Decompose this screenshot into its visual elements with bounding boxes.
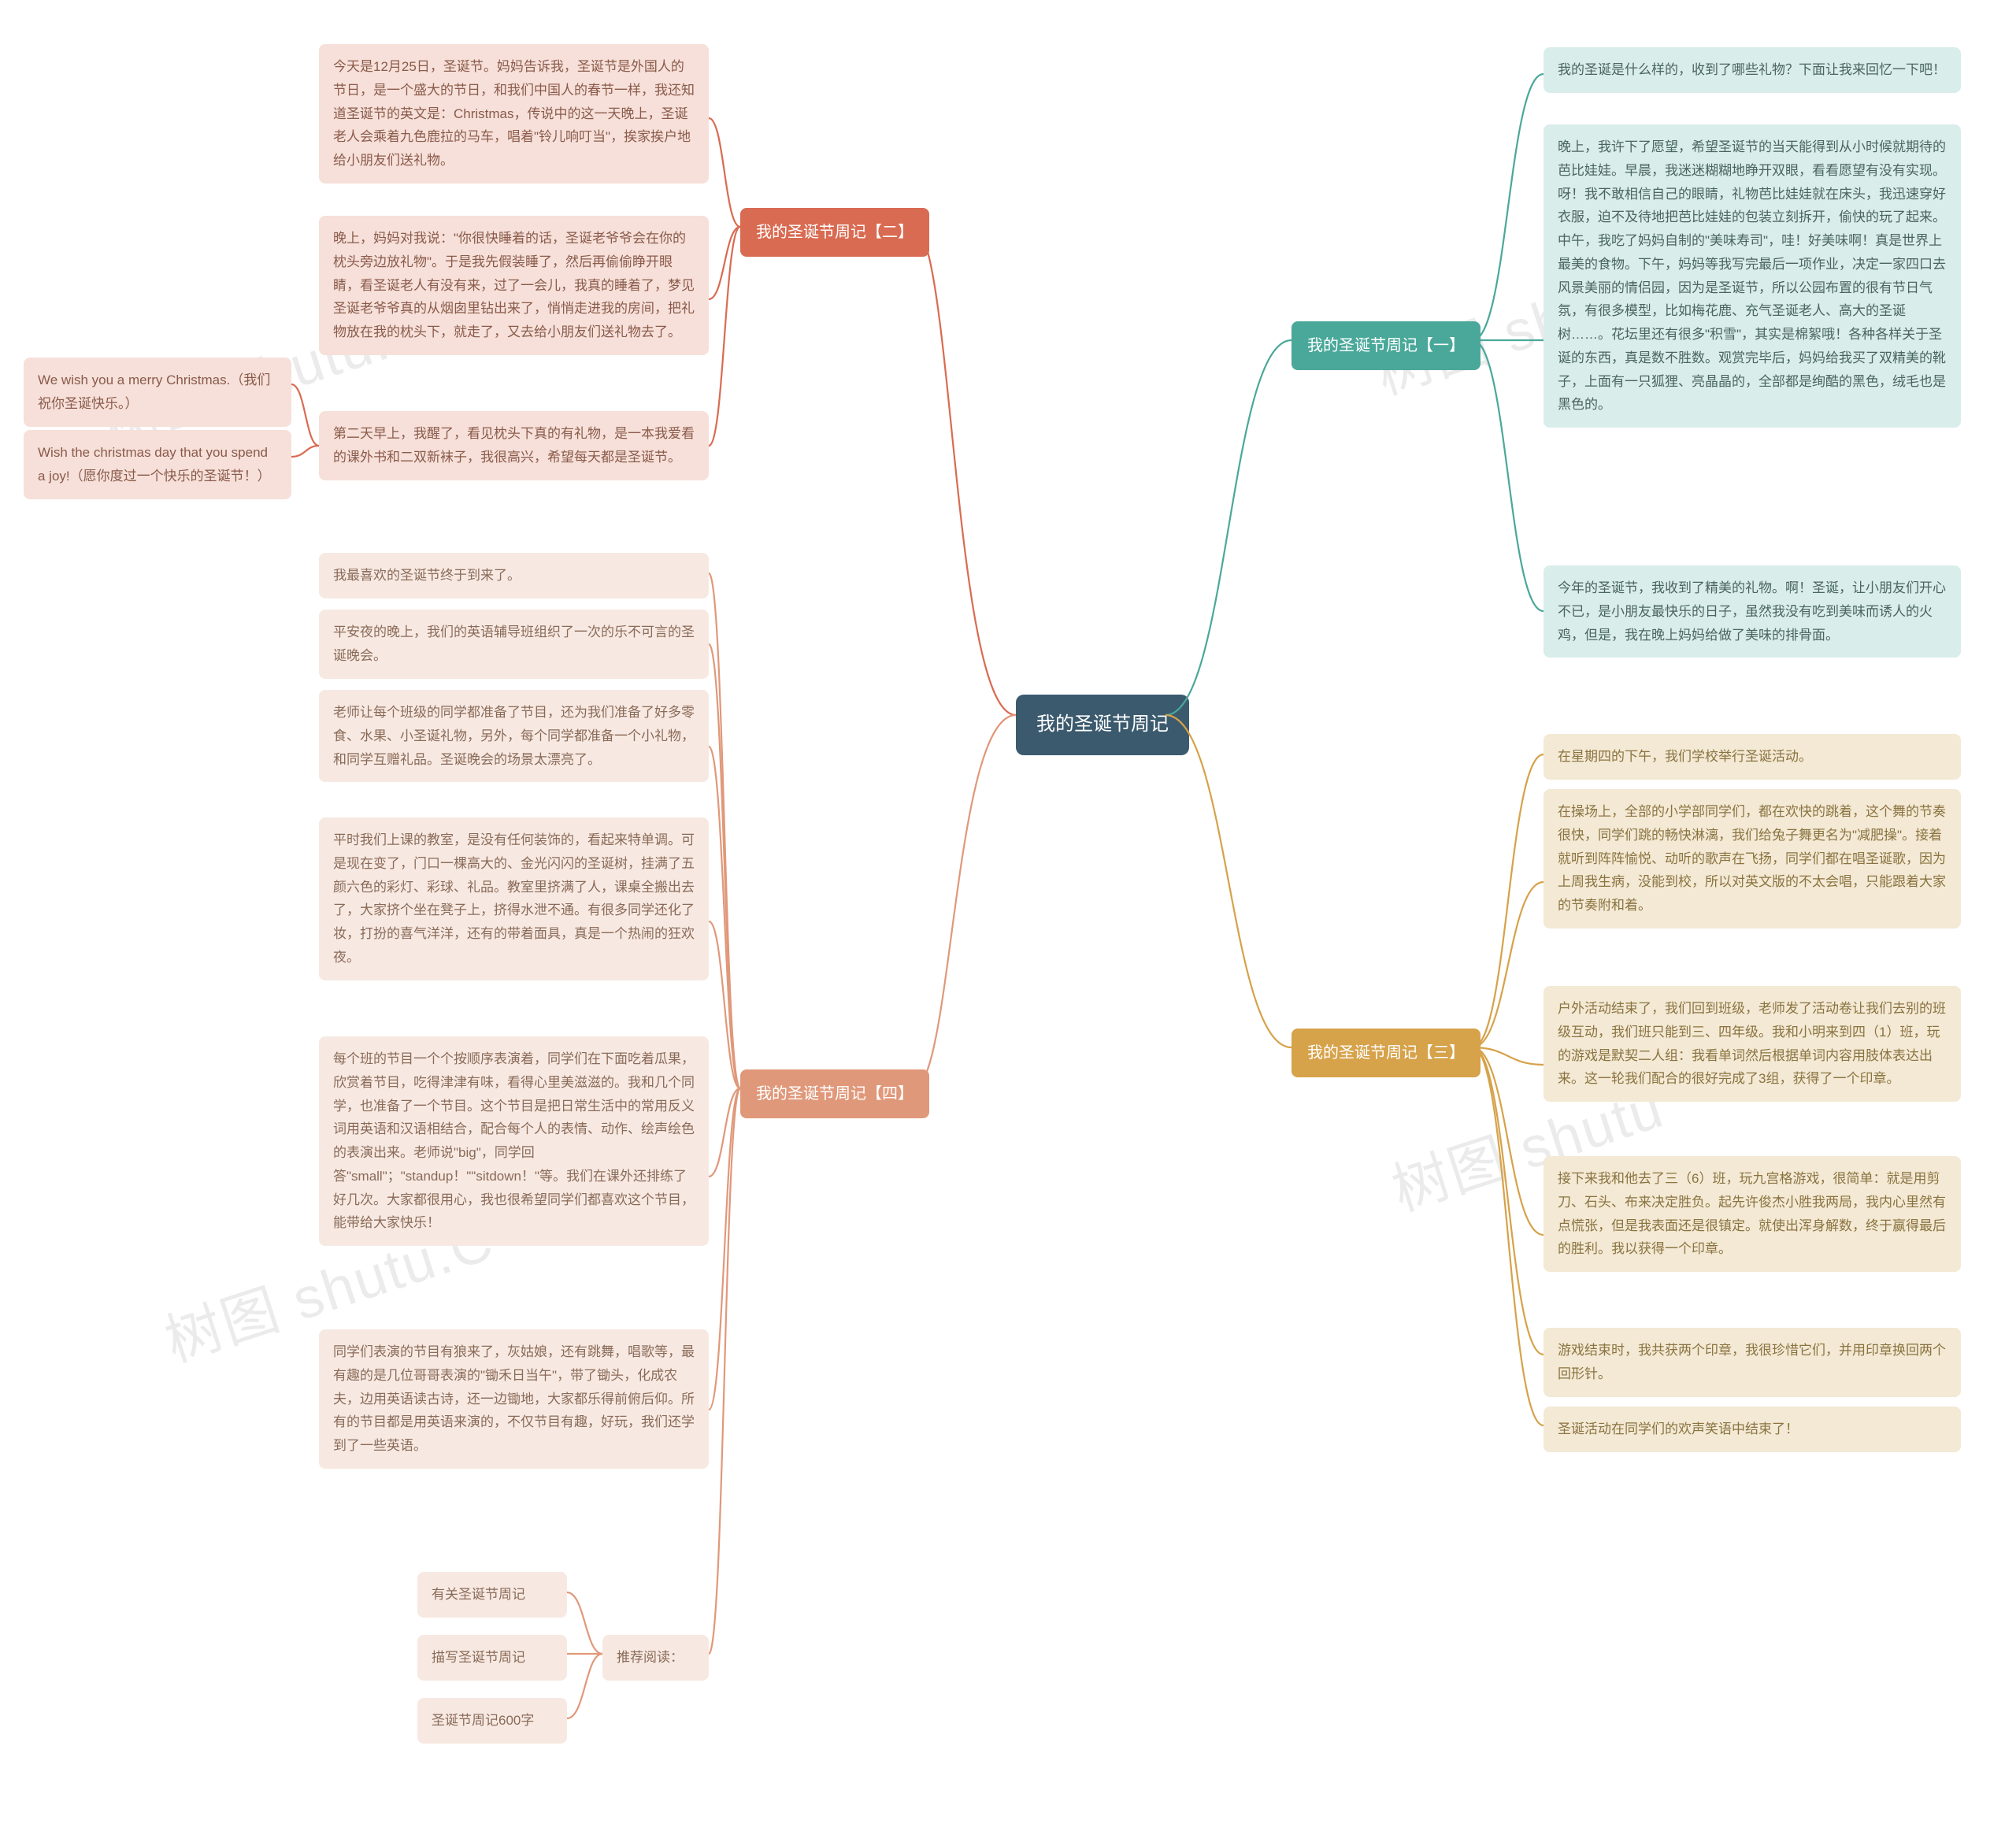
- leaf-node: We wish you a merry Christmas.（我们祝你圣诞快乐。…: [24, 358, 291, 427]
- leaf-node: 在星期四的下午，我们学校举行圣诞活动。: [1544, 734, 1961, 780]
- leaf-node: 圣诞活动在同学们的欢声笑语中结束了！: [1544, 1407, 1961, 1452]
- branch-node-4[interactable]: 我的圣诞节周记【四】: [740, 1069, 929, 1118]
- leaf-node: 游戏结束时，我共获两个印章，我很珍惜它们，并用印章换回两个回形针。: [1544, 1328, 1961, 1397]
- leaf-node: 第二天早上，我醒了，看见枕头下真的有礼物，是一本我爱看的课外书和二双新袜子，我很…: [319, 411, 709, 480]
- leaf-node: 同学们表演的节目有狼来了，灰姑娘，还有跳舞，唱歌等，最有趣的是几位哥哥表演的"锄…: [319, 1329, 709, 1469]
- leaf-node: 接下来我和他去了三（6）班，玩九宫格游戏，很简单：就是用剪刀、石头、布来决定胜负…: [1544, 1156, 1961, 1272]
- leaf-node: 老师让每个班级的同学都准备了节目，还为我们准备了好多零食、水果、小圣诞礼物，另外…: [319, 690, 709, 782]
- branch-node-3[interactable]: 我的圣诞节周记【三】: [1292, 1029, 1480, 1077]
- leaf-node: 平时我们上课的教室，是没有任何装饰的，看起来特单调。可是现在变了，门口一棵高大的…: [319, 817, 709, 980]
- recommend-label: 推荐阅读：: [602, 1635, 709, 1681]
- recommend-item: 圣诞节周记600字: [417, 1698, 567, 1744]
- leaf-node: 晚上，我许下了愿望，希望圣诞节的当天能得到从小时候就期待的芭比娃娃。早晨，我迷迷…: [1544, 124, 1961, 428]
- leaf-node: 我最喜欢的圣诞节终于到来了。: [319, 553, 709, 599]
- leaf-node: 在操场上，全部的小学部同学们，都在欢快的跳着，这个舞的节奏很快，同学们跳的畅快淋…: [1544, 789, 1961, 928]
- leaf-node: 平安夜的晚上，我们的英语辅导班组织了一次的乐不可言的圣诞晚会。: [319, 610, 709, 679]
- leaf-node: 今年的圣诞节，我收到了精美的礼物。啊！圣诞，让小朋友们开心不已，是小朋友最快乐的…: [1544, 565, 1961, 658]
- root-node[interactable]: 我的圣诞节周记: [1016, 695, 1189, 755]
- leaf-node: 每个班的节目一个个按顺序表演着，同学们在下面吃着瓜果，欣赏着节目，吃得津津有味，…: [319, 1036, 709, 1246]
- recommend-item: 有关圣诞节周记: [417, 1572, 567, 1618]
- branch-node-2[interactable]: 我的圣诞节周记【二】: [740, 208, 929, 257]
- leaf-node: 晚上，妈妈对我说："你很快睡着的话，圣诞老爷爷会在你的枕头旁边放礼物"。于是我先…: [319, 216, 709, 355]
- leaf-node: 今天是12月25日，圣诞节。妈妈告诉我，圣诞节是外国人的节日，是一个盛大的节日，…: [319, 44, 709, 183]
- leaf-node: Wish the christmas day that you spend a …: [24, 430, 291, 499]
- leaf-node: 户外活动结束了，我们回到班级，老师发了活动卷让我们去别的班级互动，我们班只能到三…: [1544, 986, 1961, 1102]
- branch-node-1[interactable]: 我的圣诞节周记【一】: [1292, 321, 1480, 370]
- recommend-item: 描写圣诞节周记: [417, 1635, 567, 1681]
- leaf-node: 我的圣诞是什么样的，收到了哪些礼物？下面让我来回忆一下吧！: [1544, 47, 1961, 93]
